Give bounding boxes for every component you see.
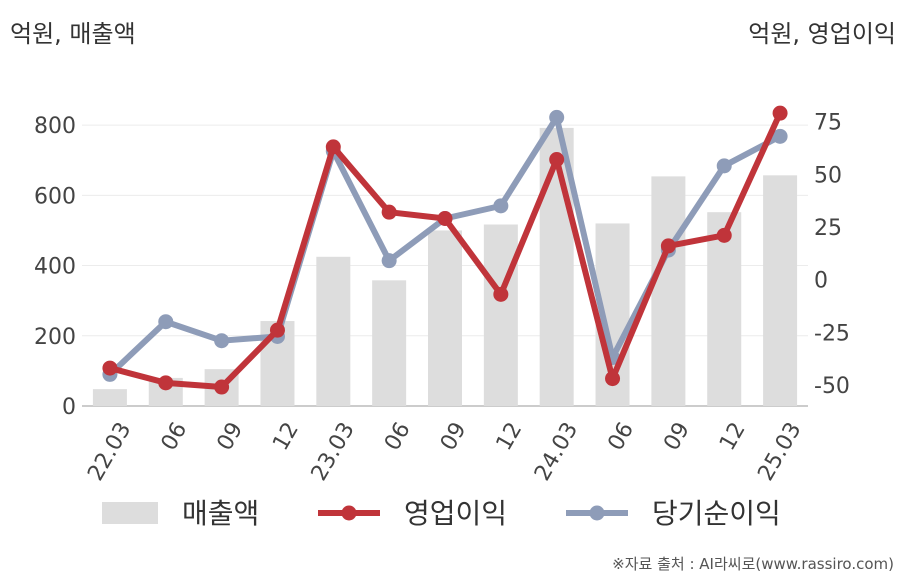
- left-axis-ticks: 0 200 400 600 800: [34, 114, 76, 420]
- x-tick-label: 06: [603, 418, 639, 455]
- right-tick-label: 75: [814, 111, 842, 136]
- point-series-0-7: [493, 286, 509, 302]
- legend-label-1: 당기순이익: [652, 497, 781, 530]
- bar-6: [428, 230, 462, 406]
- point-series-1-8: [549, 109, 565, 125]
- legend: 매출액 영업이익 당기순이익: [102, 497, 781, 530]
- point-series-1-1: [158, 314, 174, 330]
- bar-0: [92, 389, 127, 406]
- x-tick-label: 12: [268, 418, 304, 455]
- x-tick-label: 12: [715, 418, 751, 455]
- point-series-0-11: [716, 227, 732, 243]
- point-series-0-2: [214, 379, 230, 395]
- legend-label-bars: 매출액: [182, 497, 259, 530]
- right-tick-label: -50: [814, 374, 850, 399]
- x-tick-label: 06: [157, 418, 193, 455]
- point-series-0-10: [660, 238, 676, 254]
- left-tick-label: 800: [34, 114, 76, 139]
- x-tick-label: 23.03: [307, 418, 360, 485]
- point-series-1-2: [214, 333, 230, 349]
- right-tick-label: 50: [814, 163, 842, 188]
- x-tick-label: 09: [436, 418, 472, 455]
- bar-11: [707, 212, 742, 406]
- x-tick-label: 25.03: [753, 418, 806, 485]
- x-tick-label: 06: [380, 418, 416, 455]
- point-series-0-1: [158, 375, 174, 391]
- x-tick-label: 09: [659, 418, 695, 455]
- bar-10: [651, 176, 686, 406]
- right-axis-ticks: -50 -25 0 25 50 75: [814, 111, 850, 399]
- bar-12: [763, 175, 798, 406]
- left-tick-label: 400: [34, 255, 76, 280]
- point-series-0-6: [437, 211, 453, 227]
- legend-swatch-bars: [102, 502, 158, 524]
- legend-marker-1: [589, 505, 605, 521]
- bar-5: [372, 280, 407, 406]
- left-tick-label: 600: [34, 184, 76, 209]
- x-tick-label: 22.03: [83, 418, 136, 485]
- x-tick-label: 24.03: [530, 418, 583, 485]
- point-series-0-0: [102, 360, 118, 376]
- legend-label-0: 영업이익: [404, 497, 507, 530]
- point-series-1-12: [772, 128, 788, 144]
- point-series-0-8: [549, 152, 565, 168]
- right-tick-label: -25: [814, 321, 850, 346]
- source-note: ※자료 출처 : AI라씨로(www.rassiro.com): [612, 555, 894, 573]
- point-series-1-7: [493, 198, 509, 214]
- legend-marker-0: [341, 505, 357, 521]
- point-series-0-3: [269, 322, 285, 338]
- left-axis-unit: 억원, 매출액: [10, 20, 136, 48]
- bar-7: [483, 224, 518, 406]
- point-series-0-4: [325, 139, 341, 155]
- right-tick-label: 25: [814, 216, 842, 241]
- revenue-bars: [92, 127, 798, 407]
- point-series-0-12: [772, 105, 788, 121]
- point-series-1-11: [716, 158, 732, 174]
- x-tick-label: 12: [492, 418, 528, 455]
- point-series-0-9: [605, 371, 621, 387]
- bar-4: [316, 256, 351, 406]
- right-axis-unit: 억원, 영업이익: [748, 20, 896, 48]
- x-tick-label: 09: [212, 418, 248, 455]
- right-tick-label: 0: [814, 269, 828, 294]
- left-tick-label: 0: [62, 395, 76, 420]
- point-series-1-5: [381, 253, 397, 269]
- series-lines: [102, 105, 788, 395]
- left-tick-label: 200: [34, 325, 76, 350]
- point-series-0-5: [381, 204, 397, 220]
- x-axis-ticks: 22.03 06 09 12 23.03 06 09 12 24.03 06 09 12 25.03: [83, 418, 806, 485]
